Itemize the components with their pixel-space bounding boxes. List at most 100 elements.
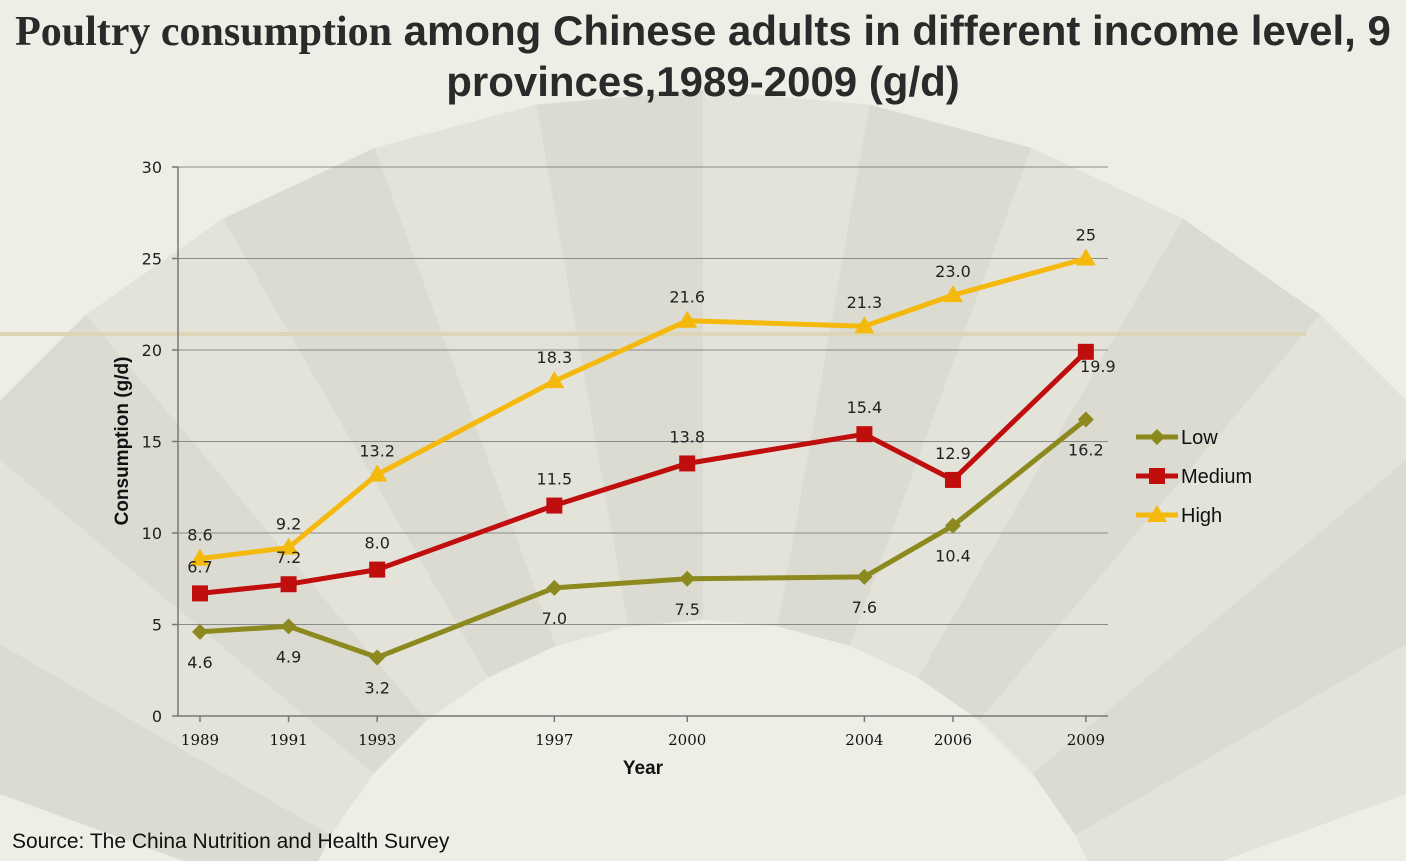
data-point-high	[544, 371, 565, 389]
data-label-low: 7.6	[852, 598, 877, 617]
data-point-low	[192, 623, 208, 640]
x-tick-label: 2000	[668, 731, 706, 749]
x-tick-label: 2004	[845, 731, 883, 749]
fan-panel	[703, 90, 870, 627]
data-label-medium: 6.7	[187, 557, 212, 576]
fan-panel	[0, 314, 427, 774]
fan-panel	[918, 218, 1321, 721]
data-point-low	[944, 517, 961, 534]
data-label-high: 21.6	[669, 288, 705, 307]
data-point-medium	[944, 471, 961, 488]
source-note: Source: The China Nutrition and Health S…	[12, 830, 450, 853]
series-lines	[199, 256, 1088, 660]
data-point-medium	[280, 576, 297, 593]
data-label-low: 4.9	[276, 647, 301, 666]
legend: Low Medium High	[1136, 427, 1252, 527]
fan-panel	[850, 147, 1183, 678]
fan-panel	[223, 147, 556, 678]
data-labels: 4.6 4.9 3.2 7.0 7.5 7.6 10.4 16.2 6.7 7.2 8.0 11.5 1…	[187, 226, 1115, 698]
legend-label-low: Low	[1181, 427, 1218, 449]
series-line-medium	[199, 350, 1088, 596]
series-line-high	[199, 256, 1087, 562]
data-label-high: 21.3	[847, 293, 883, 312]
data-point-high	[278, 537, 299, 555]
data-point-low	[280, 618, 297, 635]
y-tick-label: 0	[152, 707, 162, 726]
legend-label-high: High	[1181, 505, 1222, 527]
y-tick-label: 5	[152, 616, 162, 635]
data-label-medium: 8.0	[364, 534, 389, 553]
data-label-medium: 13.8	[669, 427, 705, 446]
data-label-low: 7.5	[674, 600, 699, 619]
y-tick-label: 25	[142, 250, 162, 269]
fan-panel	[979, 314, 1406, 774]
y-tick-label: 15	[142, 433, 162, 452]
data-label-low: 4.6	[187, 653, 212, 672]
data-point-high	[942, 285, 963, 303]
data-label-medium: 12.9	[935, 444, 971, 463]
y-tick-label: 20	[142, 341, 162, 360]
data-point-medium	[856, 426, 873, 443]
data-label-medium: 15.4	[847, 398, 883, 417]
data-point-high	[1075, 248, 1096, 266]
x-tick-label: 1991	[269, 731, 307, 749]
data-label-low: 16.2	[1068, 441, 1104, 460]
fan-panel	[0, 460, 374, 835]
data-point-medium	[1077, 343, 1094, 360]
legend-marker-low	[1149, 429, 1165, 445]
data-label-high: 9.2	[276, 515, 301, 534]
x-tick-labels: 1989 1991 1993 1997 2000 2004 2006 2009	[181, 731, 1105, 749]
x-tick-label: 1993	[358, 731, 396, 749]
data-point-low	[546, 579, 563, 596]
data-point-medium	[679, 455, 696, 472]
series-markers	[190, 248, 1096, 666]
legend-label-medium: Medium	[1181, 466, 1252, 488]
data-label-high: 23.0	[935, 262, 971, 281]
fan-panel	[536, 90, 703, 627]
y-tick-label: 10	[142, 524, 162, 543]
fan-panel	[0, 644, 331, 861]
data-label-medium: 19.9	[1080, 357, 1116, 376]
data-point-low	[369, 649, 386, 666]
y-tick-labels: 0 5 10 15 20 25 30	[142, 158, 162, 726]
y-axis-title: Consumption (g/d)	[112, 357, 133, 526]
data-point-high	[190, 548, 210, 566]
data-point-low	[679, 570, 696, 587]
data-point-high	[854, 316, 875, 334]
chart-title: Poultry consumption among Chinese adults…	[0, 6, 1406, 107]
fan-panel	[374, 104, 629, 646]
chart-title-serif: Poultry consumption	[15, 9, 392, 55]
data-label-low: 7.0	[542, 609, 567, 628]
data-point-medium	[369, 561, 386, 578]
legend-marker-medium	[1149, 468, 1165, 484]
data-point-medium	[192, 585, 208, 602]
x-axis-title: Year	[623, 758, 664, 779]
data-point-high	[677, 310, 698, 328]
fan-panel	[85, 218, 489, 721]
data-point-medium	[546, 497, 563, 514]
fan-panel	[777, 104, 1032, 646]
chart-title-sans: among Chinese adults in different income…	[391, 7, 1391, 105]
x-tick-label: 1989	[181, 731, 219, 749]
data-label-low: 3.2	[364, 678, 389, 697]
data-point-low	[856, 568, 873, 585]
fan-panel	[1075, 644, 1406, 861]
series-line-low	[199, 417, 1088, 660]
data-label-high: 18.3	[537, 348, 573, 367]
data-label-high: 8.6	[187, 526, 212, 545]
y-tick-label: 30	[142, 158, 162, 177]
data-label-high: 13.2	[359, 441, 395, 460]
x-tick-label: 1997	[535, 731, 573, 749]
data-point-low	[1077, 411, 1094, 428]
axes	[172, 166, 1108, 722]
data-label-medium: 11.5	[537, 470, 573, 489]
data-point-high	[367, 464, 388, 482]
data-label-low: 10.4	[935, 547, 971, 566]
data-label-high: 25	[1076, 226, 1096, 245]
fan-panels	[0, 90, 1406, 861]
legend-marker-high	[1147, 505, 1167, 522]
fan-panel	[1032, 460, 1406, 835]
data-label-medium: 7.2	[276, 548, 301, 567]
